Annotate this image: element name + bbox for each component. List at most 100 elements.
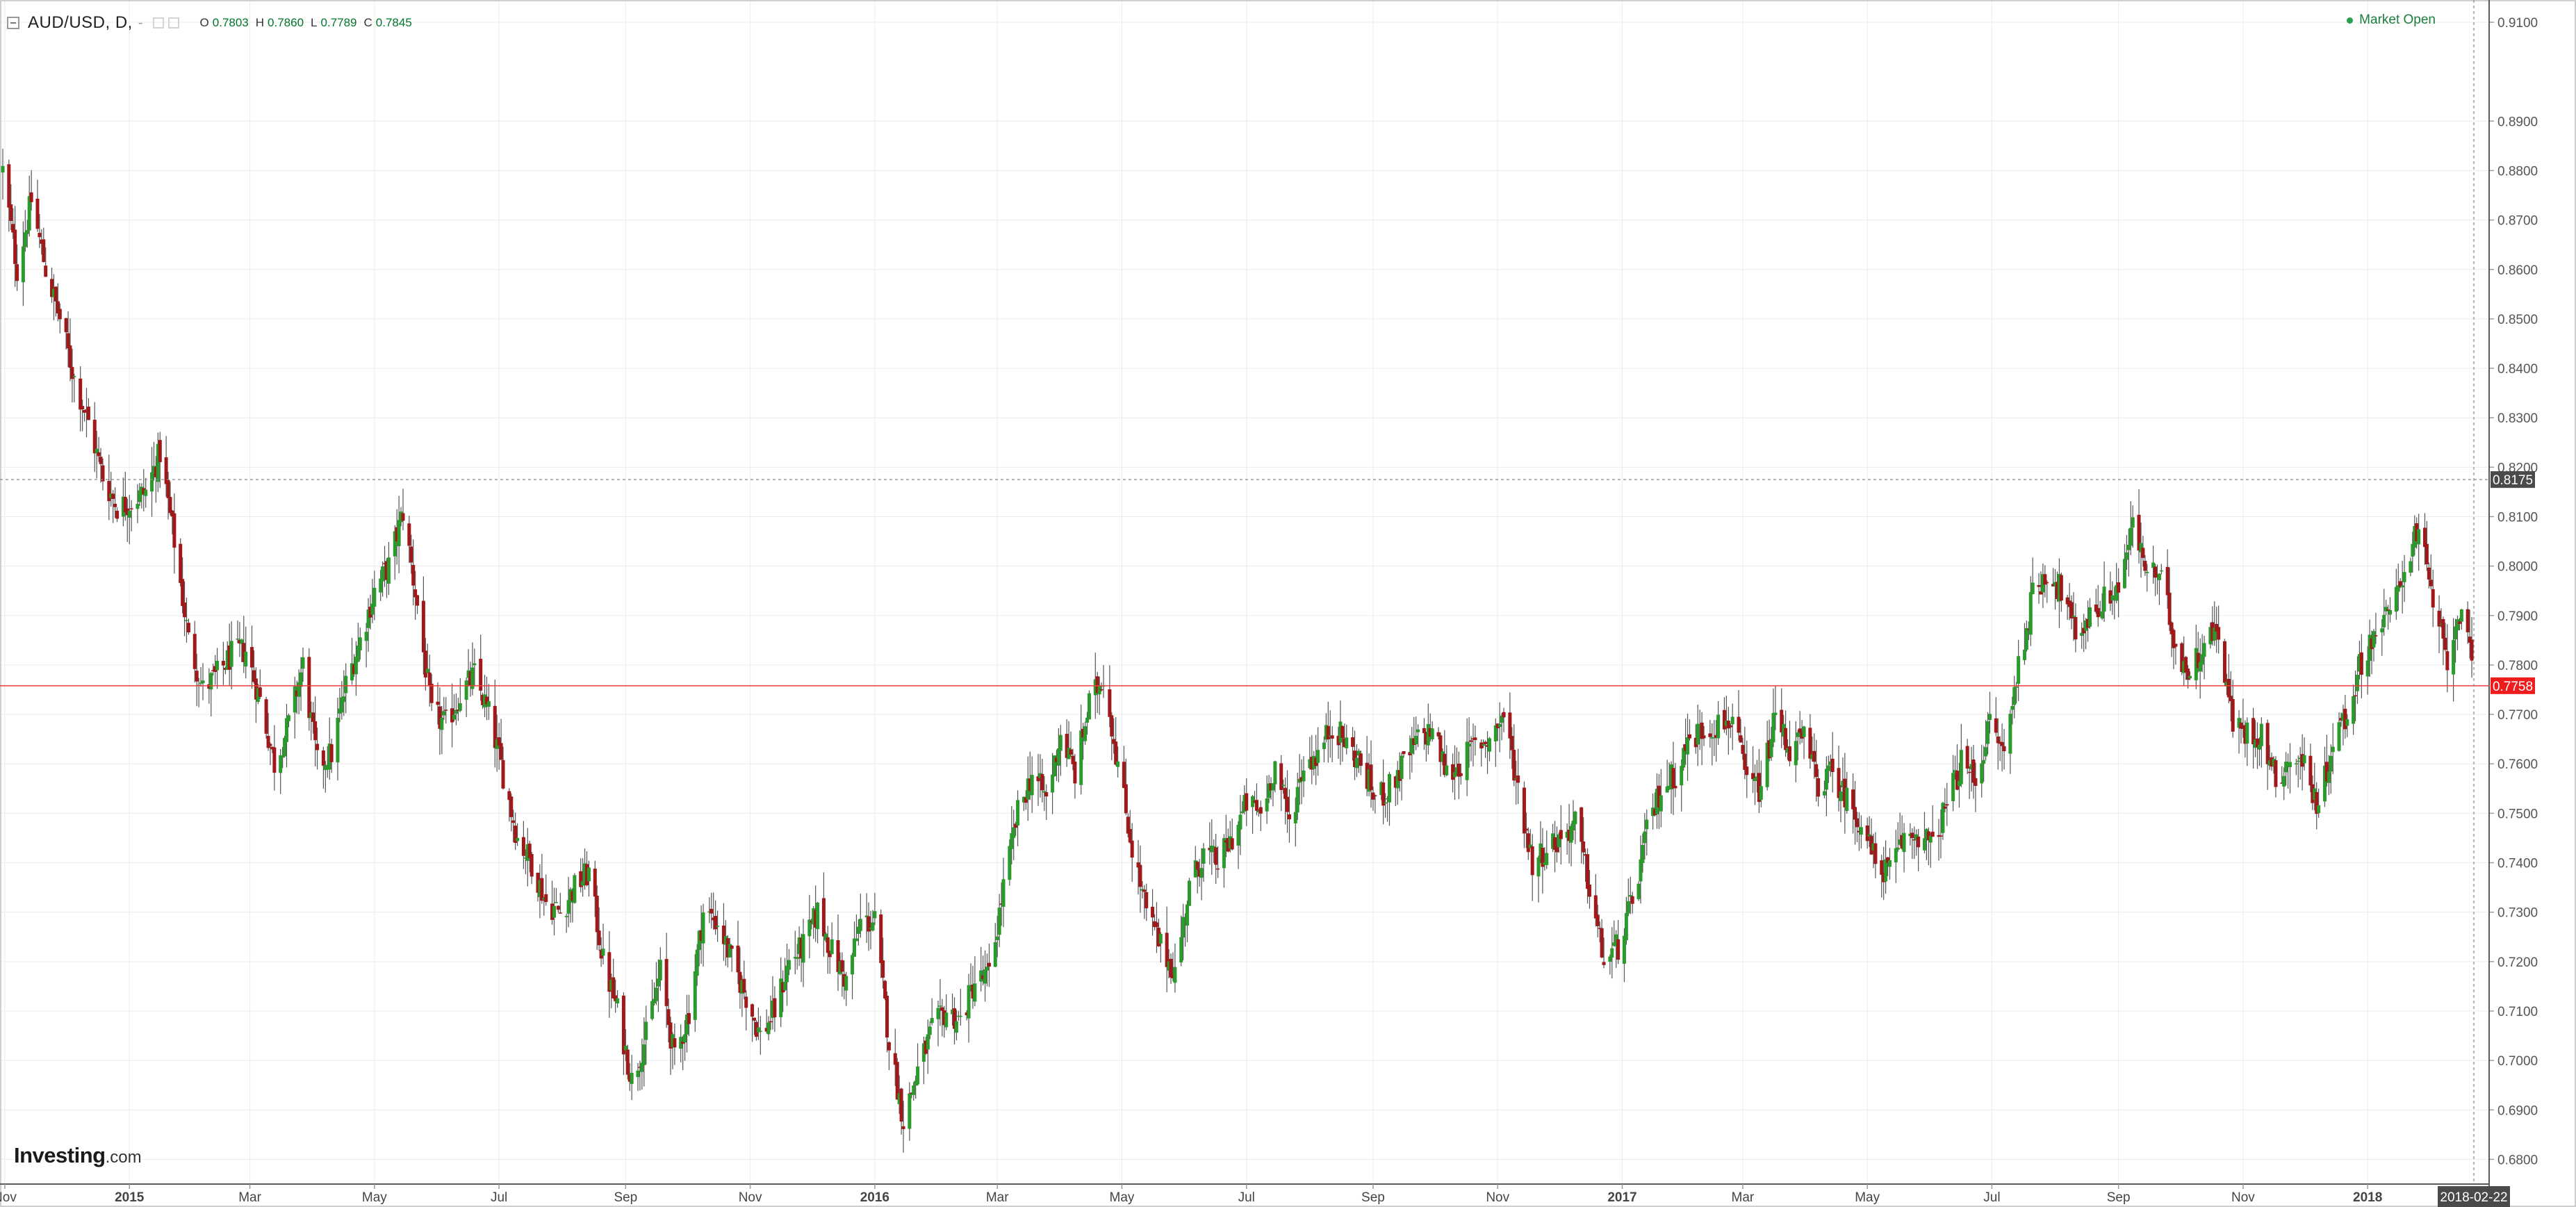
candle-body-up [1056, 748, 1060, 766]
candle-body-down [2094, 604, 2098, 612]
candle-body-up [2345, 719, 2349, 726]
candle-body-down [2239, 722, 2243, 729]
candle-body-up [1010, 832, 1014, 849]
y-tick-label: 0.7900 [2497, 609, 2538, 624]
candle-body-down [1428, 728, 1432, 737]
candle-body-down [1397, 770, 1402, 781]
candle-body-up [23, 232, 27, 247]
candle-body-up [1914, 834, 1919, 840]
candle-body-up [956, 1015, 960, 1017]
candle-body-down [1693, 737, 1698, 748]
candle-body-down [744, 996, 748, 1008]
candle-body-down [867, 916, 871, 932]
candle-body-down [1299, 777, 1304, 782]
eye-icon[interactable] [152, 17, 164, 28]
candle-body-down [499, 743, 503, 760]
candle-body-up [2012, 687, 2017, 705]
candle-body-down [1110, 715, 1114, 737]
candle-body-down [1830, 758, 1835, 773]
candle-body-down [368, 607, 372, 618]
candle-body-down [736, 945, 740, 973]
candle-body-up [2322, 765, 2327, 802]
candle-body-up [1079, 730, 1083, 785]
candle-body-down [509, 796, 514, 817]
candle-body-up [1612, 942, 1616, 946]
collapse-legend-button[interactable] [7, 17, 19, 29]
candle-body-down [1114, 741, 1118, 765]
candle-body-down [493, 705, 497, 748]
candle-body-up [564, 916, 568, 918]
investing-logo[interactable]: Investing.com [14, 1143, 142, 1168]
candle-body-up [1898, 839, 1902, 845]
candle-body-up [979, 970, 983, 982]
candle-body-down [2359, 652, 2363, 675]
candle-body-up [397, 520, 401, 546]
candle-body-down [1471, 738, 1475, 740]
candle-body-down [13, 229, 17, 264]
candle-body-up [1042, 791, 1047, 793]
candle-body-down [1745, 766, 1749, 775]
x-tick-label: Mar [986, 1190, 1009, 1205]
candle-body-up [693, 971, 697, 1020]
logo-suffix-text: .com [105, 1148, 142, 1167]
candle-body-up [1969, 764, 1974, 770]
candle-body-down [42, 239, 46, 263]
market-status: Market Open [2347, 13, 2436, 28]
candle-body-down [485, 696, 489, 705]
candle-body-down [79, 378, 83, 410]
candle-body-down [1857, 830, 1861, 832]
candle-body-down [115, 511, 120, 519]
candle-body-down [826, 937, 830, 953]
candle-body-down [721, 925, 725, 944]
settings-icon[interactable] [167, 17, 179, 28]
candle-body-up [2237, 718, 2241, 728]
candle-body-up [2208, 627, 2213, 645]
candle-body-down [1808, 728, 1812, 759]
candle-body-up [2402, 572, 2406, 582]
y-tick-label: 0.7700 [2497, 708, 2538, 723]
candle-body-down [1095, 676, 1099, 693]
candle-body-up [1794, 741, 1798, 766]
candle-body-up [1240, 811, 1245, 813]
candle-body-up [801, 934, 805, 963]
status-dot-icon [2347, 17, 2354, 24]
candle-body-up [2080, 632, 2084, 637]
candle-body-down [1512, 750, 1516, 781]
candle-body-down [92, 420, 97, 454]
candle-body-up [1810, 754, 1814, 759]
candle-body-down [125, 508, 129, 516]
candle-body-up [1608, 956, 1612, 962]
candle-body-up [2327, 771, 2331, 783]
candle-body-up [2100, 611, 2104, 618]
candle-body-up [1395, 770, 1400, 789]
candle-body-up [1643, 831, 1647, 844]
candle-body-up [1271, 783, 1275, 791]
candle-body-down [258, 687, 262, 697]
candle-body-up [1022, 796, 1026, 803]
candle-body-up [184, 620, 188, 621]
candle-body-down [83, 409, 87, 413]
candle-body-up [601, 949, 605, 956]
candle-body-down [383, 563, 387, 564]
candle-body-down [821, 898, 826, 937]
candle-body-up [1187, 880, 1191, 906]
candle-body-up [1826, 765, 1830, 771]
candle-body-up [2417, 529, 2421, 545]
candle-body-down [250, 647, 254, 668]
candle-body-down [1422, 728, 1426, 733]
candle-body-down [221, 661, 225, 666]
candle-body-up [1716, 714, 1721, 739]
candle-body-up [2010, 706, 2015, 710]
candle-body-up [1410, 738, 1414, 754]
x-tick-label: Nov [0, 1190, 17, 1205]
candle-body-up [2411, 543, 2415, 557]
candle-body-up [1387, 773, 1391, 803]
candle-body-up [2041, 574, 2045, 593]
candle-body-up [958, 1015, 962, 1017]
candle-body-up [2259, 723, 2263, 746]
candle-body-up [2028, 592, 2033, 635]
candle-body-down [1837, 768, 1841, 798]
candle-body-down [158, 440, 162, 463]
